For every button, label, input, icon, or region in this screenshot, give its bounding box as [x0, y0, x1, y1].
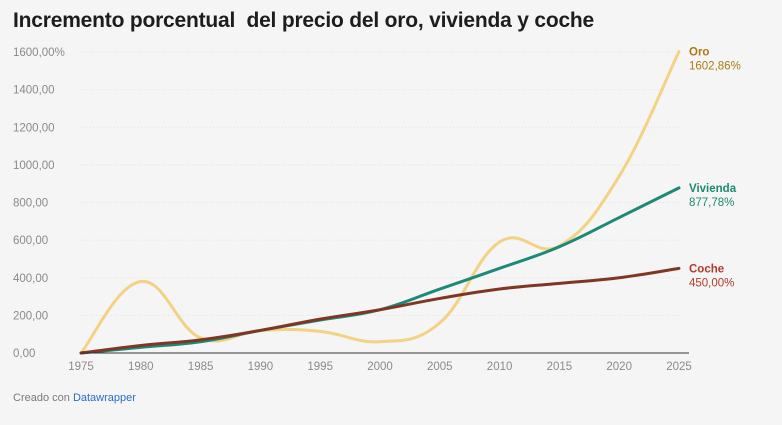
y-tick-label: 1200,00	[13, 122, 55, 134]
x-tick-label: 2010	[487, 361, 513, 373]
footer-credit: Creado con Datawrapper	[13, 392, 136, 404]
series-label-vivienda: Vivienda	[689, 183, 737, 195]
x-tick-label: 2020	[606, 361, 632, 373]
series-label-coche: Coche	[689, 263, 724, 275]
series-value-vivienda: 877,78%	[689, 197, 734, 209]
y-tick-label: 800,00	[13, 198, 48, 210]
x-tick-label: 2005	[427, 361, 453, 373]
y-tick-label: 600,00	[13, 235, 48, 247]
axis-layer: 0,00 200,00 400,00 600,00 800,00 1000,00 1200,…	[13, 47, 692, 373]
series-layer	[79, 49, 681, 355]
x-tick-label: 2025	[666, 361, 692, 373]
x-tick-label: 1975	[68, 361, 94, 373]
y-tick-label: 0,00	[13, 348, 35, 360]
x-tick-label: 1995	[307, 361, 333, 373]
y-tick-label: 1000,00	[13, 160, 55, 172]
series-line-vivienda[interactable]	[79, 186, 681, 355]
x-tick-label: 1980	[128, 361, 154, 373]
x-tick-label: 2015	[547, 361, 573, 373]
y-tick-label: 1600,00%	[13, 47, 65, 59]
label-layer: Oro 1602,86% Vivienda 877,78% Coche 450,00%	[689, 46, 741, 289]
series-value-coche: 450,00%	[689, 277, 734, 289]
y-tick-label: 1400,00	[13, 85, 55, 97]
x-tick-label: 2000	[367, 361, 393, 373]
series-line-oro[interactable]	[79, 49, 681, 355]
x-tick-label: 1985	[188, 361, 214, 373]
y-tick-label: 200,00	[13, 310, 48, 322]
x-tick-label: 1990	[248, 361, 274, 373]
grid-layer	[81, 51, 679, 316]
chart-title: Incremento porcentual del precio del oro…	[13, 9, 595, 32]
footer-prefix: Creado con	[13, 392, 70, 404]
y-tick-label: 400,00	[13, 273, 48, 285]
series-line-coche[interactable]	[79, 266, 681, 355]
series-label-oro: Oro	[689, 46, 709, 58]
datawrapper-link[interactable]: Datawrapper	[72, 392, 136, 404]
series-value-oro: 1602,86%	[689, 60, 741, 72]
